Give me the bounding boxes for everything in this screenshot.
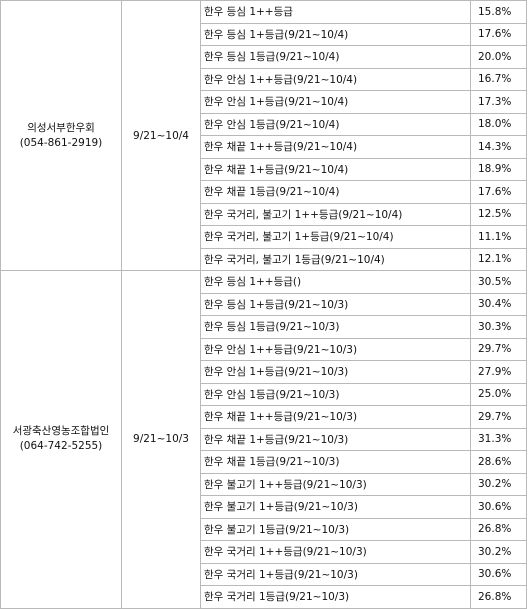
discount-rate: 12.1% — [470, 247, 527, 271]
discount-rate: 30.3% — [470, 315, 527, 339]
discount-rate: 30.6% — [470, 562, 527, 586]
discount-rate: 17.6% — [470, 180, 527, 204]
sale-period: 9/21~10/4 — [121, 0, 201, 271]
discount-rate: 26.8% — [470, 585, 527, 609]
discount-rate: 30.2% — [470, 472, 527, 496]
discount-rate: 28.6% — [470, 450, 527, 474]
discount-rate: 30.6% — [470, 495, 527, 519]
product-name: 한우 안심 1등급(9/21~10/4) — [200, 112, 471, 136]
discount-rate: 27.9% — [470, 360, 527, 384]
table-row: 한우 등심 1+등급(9/21~10/4) 17.6% — [1, 22, 527, 46]
product-name: 한우 국거리, 불고기 1++등급(9/21~10/4) — [200, 202, 471, 226]
table-row: 서광축산영농조합법인 (064-742-5255) 9/21~10/3 한우 등심 1… — [0, 270, 527, 609]
discount-rate: 14.3% — [470, 135, 527, 159]
product-name: 한우 안심 1+등급(9/21~10/3) — [200, 360, 471, 384]
product-name: 한우 안심 1++등급(9/21~10/4) — [200, 67, 471, 91]
sale-period: 9/21~10/3 — [121, 270, 201, 609]
discount-rate: 17.6% — [470, 22, 527, 46]
product-name: 한우 등심 1+등급(9/21~10/4) — [200, 22, 471, 46]
product-name: 한우 안심 1+등급(9/21~10/4) — [200, 90, 471, 114]
product-name: 한우 불고기 1등급(9/21~10/3) — [200, 517, 471, 541]
product-name: 한우 국거리, 불고기 1+등급(9/21~10/4) — [200, 225, 471, 249]
product-name: 한우 불고기 1+등급(9/21~10/3) — [200, 495, 471, 519]
store-cell: 서광축산영농조합법인 (064-742-5255) — [0, 270, 122, 609]
product-name: 한우 안심 1등급(9/21~10/3) — [200, 382, 471, 406]
discount-rate: 29.7% — [470, 405, 527, 429]
product-name: 한우 국거리 1등급(9/21~10/3) — [200, 585, 471, 609]
product-name: 한우 안심 1++등급(9/21~10/3) — [200, 337, 471, 361]
discount-rate: 16.7% — [470, 67, 527, 91]
product-name: 한우 불고기 1++등급(9/21~10/3) — [200, 472, 471, 496]
discount-rate: 12.5% — [470, 202, 527, 226]
store-phone: (064-742-5255) — [19, 440, 103, 453]
product-name: 한우 채끝 1+등급(9/21~10/3) — [200, 427, 471, 451]
table-row: 한우 국거리, 불고기 1++등급(9/21~10/4) 12.5% — [1, 202, 527, 226]
discount-rate: 30.4% — [470, 292, 527, 316]
store-name: 의성서부한우회 — [27, 121, 95, 134]
product-name: 한우 채끝 1++등급(9/21~10/3) — [200, 405, 471, 429]
discount-rate: 30.2% — [470, 540, 527, 564]
table-row: 한우 안심 1++등급(9/21~10/4) 16.7% — [1, 67, 527, 91]
product-name: 한우 국거리 1+등급(9/21~10/3) — [200, 562, 471, 586]
table-row: 한우 채끝 1등급(9/21~10/4) 17.6% — [1, 180, 527, 204]
discount-rate: 18.0% — [470, 112, 527, 136]
discount-rate: 26.8% — [470, 517, 527, 541]
discount-rate: 18.9% — [470, 157, 527, 181]
table-row: 한우 국거리, 불고기 1등급(9/21~10/4) 12.1% — [1, 247, 527, 271]
product-name: 한우 채끝 1등급(9/21~10/3) — [200, 450, 471, 474]
table-row: 한우 채끝 1+등급(9/21~10/3) 31.3% — [1, 427, 527, 451]
table-row: 한우 안심 1등급(9/21~10/4) 18.0% — [1, 112, 527, 136]
product-name: 한우 등심 1+등급(9/21~10/3) — [200, 292, 471, 316]
table-row: 한우 등심 1+등급(9/21~10/3) 30.4% — [1, 292, 527, 316]
product-name: 한우 국거리, 불고기 1등급(9/21~10/4) — [200, 247, 471, 271]
table-row: 한우 채끝 1++등급(9/21~10/3) 29.7% — [1, 405, 527, 429]
product-name: 한우 채끝 1+등급(9/21~10/4) — [200, 157, 471, 181]
product-name: 한우 등심 1등급(9/21~10/4) — [200, 45, 471, 69]
discount-rate: 25.0% — [470, 382, 527, 406]
product-name: 한우 등심 1++등급() — [200, 270, 471, 294]
product-name: 한우 등심 1++등급 — [200, 0, 471, 24]
product-name: 한우 채끝 1등급(9/21~10/4) — [200, 180, 471, 204]
discount-rate: 17.3% — [470, 90, 527, 114]
discount-rate: 29.7% — [470, 337, 527, 361]
discount-rate: 20.0% — [470, 45, 527, 69]
store-name: 서광축산영농조합법인 — [12, 425, 110, 438]
table-row: 한우 채끝 1++등급(9/21~10/4) 14.3% — [1, 135, 527, 159]
product-name: 한우 채끝 1++등급(9/21~10/4) — [200, 135, 471, 159]
table-row: 의성서부한우회 (054-861-2919) 9/21~10/4 한우 등심 1++등… — [0, 0, 527, 271]
discount-rate: 15.8% — [470, 0, 527, 24]
discount-rate: 30.5% — [470, 270, 527, 294]
discount-rate: 31.3% — [470, 427, 527, 451]
table-row: 한우 채끝 1+등급(9/21~10/4) 18.9% — [1, 157, 527, 181]
table-row: 한우 국거리, 불고기 1+등급(9/21~10/4) 11.1% — [1, 225, 527, 249]
product-name: 한우 등심 1등급(9/21~10/3) — [200, 315, 471, 339]
table-row: 한우 등심 1등급(9/21~10/3) 30.3% — [1, 315, 527, 339]
store-phone: (054-861-2919) — [19, 136, 103, 149]
table-row: 한우 불고기 1++등급(9/21~10/3) 30.2% — [1, 472, 527, 496]
product-name: 한우 국거리 1++등급(9/21~10/3) — [200, 540, 471, 564]
table-row: 한우 안심 1++등급(9/21~10/3) 29.7% — [1, 337, 527, 361]
store-cell: 의성서부한우회 (054-861-2919) — [0, 0, 122, 271]
discount-rate: 11.1% — [470, 225, 527, 249]
